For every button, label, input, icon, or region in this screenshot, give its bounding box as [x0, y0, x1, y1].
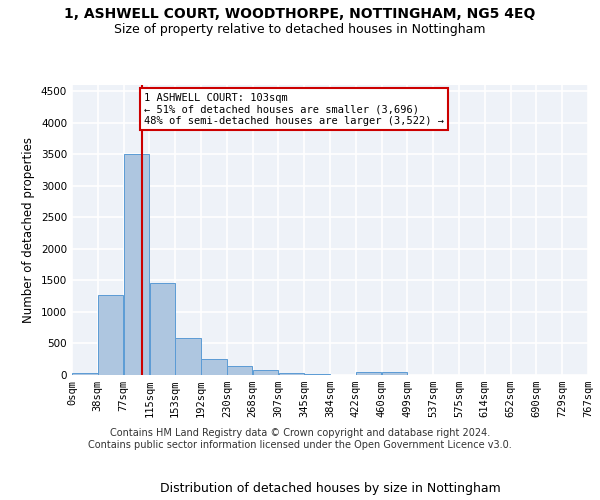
Bar	[149, 283, 175, 375]
Bar	[175, 338, 201, 375]
Text: 1 ASHWELL COURT: 103sqm
← 51% of detached houses are smaller (3,696)
48% of semi: 1 ASHWELL COURT: 103sqm ← 51% of detache…	[144, 92, 444, 126]
Bar	[382, 372, 407, 375]
Bar	[124, 154, 149, 375]
Text: 1, ASHWELL COURT, WOODTHORPE, NOTTINGHAM, NG5 4EQ: 1, ASHWELL COURT, WOODTHORPE, NOTTINGHAM…	[64, 8, 536, 22]
Bar	[201, 359, 227, 375]
Text: Distribution of detached houses by size in Nottingham: Distribution of detached houses by size …	[160, 482, 500, 495]
Bar	[98, 295, 124, 375]
Y-axis label: Number of detached properties: Number of detached properties	[22, 137, 35, 323]
Bar	[356, 372, 382, 375]
Bar	[227, 366, 253, 375]
Text: Contains HM Land Registry data © Crown copyright and database right 2024.
Contai: Contains HM Land Registry data © Crown c…	[88, 428, 512, 450]
Bar	[278, 373, 304, 375]
Text: Size of property relative to detached houses in Nottingham: Size of property relative to detached ho…	[114, 22, 486, 36]
Bar	[72, 373, 98, 375]
Bar	[304, 374, 330, 375]
Bar	[253, 370, 278, 375]
